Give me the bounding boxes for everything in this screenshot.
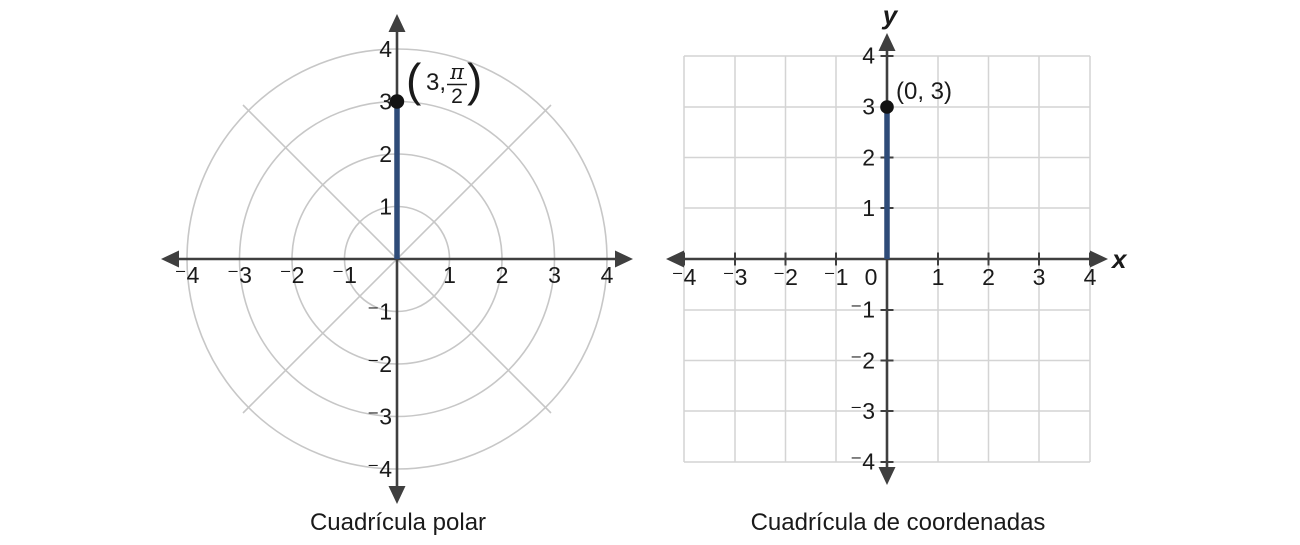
- polar-x-tick-label: ⁻3: [227, 262, 252, 288]
- arrow-down-icon: [388, 486, 406, 504]
- arrow-down-icon: [878, 467, 896, 485]
- polar-point-marker: [389, 94, 405, 109]
- arrow-left-icon: [666, 250, 684, 268]
- cartesian-x-tick-label: ⁻3: [723, 264, 748, 290]
- cartesian-y-axis-label: y: [881, 0, 899, 30]
- polar-point-label: ( 3, π 2 ): [406, 54, 482, 108]
- cartesian-x-tick-label: 2: [982, 264, 995, 290]
- cartesian-y-tick-label: ⁻4: [850, 449, 875, 475]
- cartesian-point-label: (0, 3): [896, 78, 952, 105]
- polar-chart-title: Cuadrícula polar: [310, 509, 486, 536]
- polar-y-tick-labels: 4 3 2 1 ⁻1 ⁻2 ⁻3 ⁻4: [367, 36, 392, 482]
- polar-y-tick-label: ⁻3: [367, 404, 392, 430]
- polar-x-tick-label: 2: [496, 262, 509, 288]
- polar-x-tick-label: 1: [443, 262, 456, 288]
- cartesian-origin-label: 0: [865, 264, 878, 290]
- polar-point-label-open-paren: (: [406, 54, 422, 106]
- cartesian-y-tick-label: ⁻2: [850, 348, 875, 374]
- cartesian-x-tick-label: 4: [1084, 264, 1097, 290]
- polar-y-tick-label: 3: [379, 89, 392, 115]
- cartesian-x-axis-label: x: [1110, 244, 1128, 274]
- polar-x-tick-label: 3: [548, 262, 561, 288]
- cartesian-y-tick-label: 4: [862, 43, 875, 69]
- cartesian-point-marker: [880, 100, 894, 114]
- cartesian-chart-title: Cuadrícula de coordenadas: [751, 509, 1046, 536]
- arrow-up-icon: [878, 33, 896, 51]
- cartesian-x-tick-label: ⁻4: [672, 264, 697, 290]
- polar-y-tick-label: ⁻1: [367, 299, 392, 325]
- cartesian-y-tick-label: ⁻3: [850, 398, 875, 424]
- polar-x-tick-label: ⁻4: [175, 262, 200, 288]
- cartesian-x-tick-label: ⁻2: [773, 264, 798, 290]
- cartesian-y-tick-label: ⁻1: [850, 297, 875, 323]
- polar-x-tick-label: ⁻2: [280, 262, 305, 288]
- arrow-up-icon: [388, 14, 406, 32]
- cartesian-x-tick-label: ⁻1: [824, 264, 849, 290]
- cartesian-y-tick-labels: 4 3 2 1 ⁻1 ⁻2 ⁻3 ⁻4: [850, 43, 875, 475]
- polar-chart: ⁻4 ⁻3 ⁻2 ⁻1 1 2 3 4 4 3 2 1 ⁻1 ⁻2 ⁻3 ⁻4 …: [161, 14, 633, 536]
- polar-y-tick-label: 1: [379, 194, 392, 220]
- cartesian-chart: ⁻4 ⁻3 ⁻2 ⁻1 0 1 2 3 4 4 3 2 1 ⁻1 ⁻2 ⁻3 ⁻…: [666, 0, 1128, 536]
- polar-y-tick-label: 2: [379, 141, 392, 167]
- polar-x-tick-label: 4: [601, 262, 614, 288]
- polar-point-label-r: 3,: [426, 69, 446, 96]
- arrow-right-icon: [615, 250, 633, 268]
- cartesian-x-tick-label: 1: [932, 264, 945, 290]
- cartesian-y-tick-label: 3: [862, 94, 875, 120]
- arrow-right-icon: [1090, 250, 1108, 268]
- cartesian-x-tick-label: 3: [1033, 264, 1046, 290]
- polar-y-tick-label: ⁻2: [367, 351, 392, 377]
- polar-y-tick-label: ⁻4: [367, 456, 392, 482]
- polar-point-label-denominator: 2: [451, 85, 463, 108]
- polar-x-tick-labels: ⁻4 ⁻3 ⁻2 ⁻1 1 2 3 4: [175, 262, 614, 288]
- polar-point-label-close-paren: ): [467, 54, 482, 106]
- cartesian-y-tick-label: 1: [862, 195, 875, 221]
- polar-x-tick-label: ⁻1: [332, 262, 357, 288]
- polar-point-label-pi: π: [449, 60, 465, 84]
- cartesian-x-tick-labels: ⁻4 ⁻3 ⁻2 ⁻1 0 1 2 3 4: [672, 264, 1097, 290]
- cartesian-y-tick-label: 2: [862, 145, 875, 171]
- arrow-left-icon: [161, 250, 179, 268]
- polar-y-tick-label: 4: [379, 36, 392, 62]
